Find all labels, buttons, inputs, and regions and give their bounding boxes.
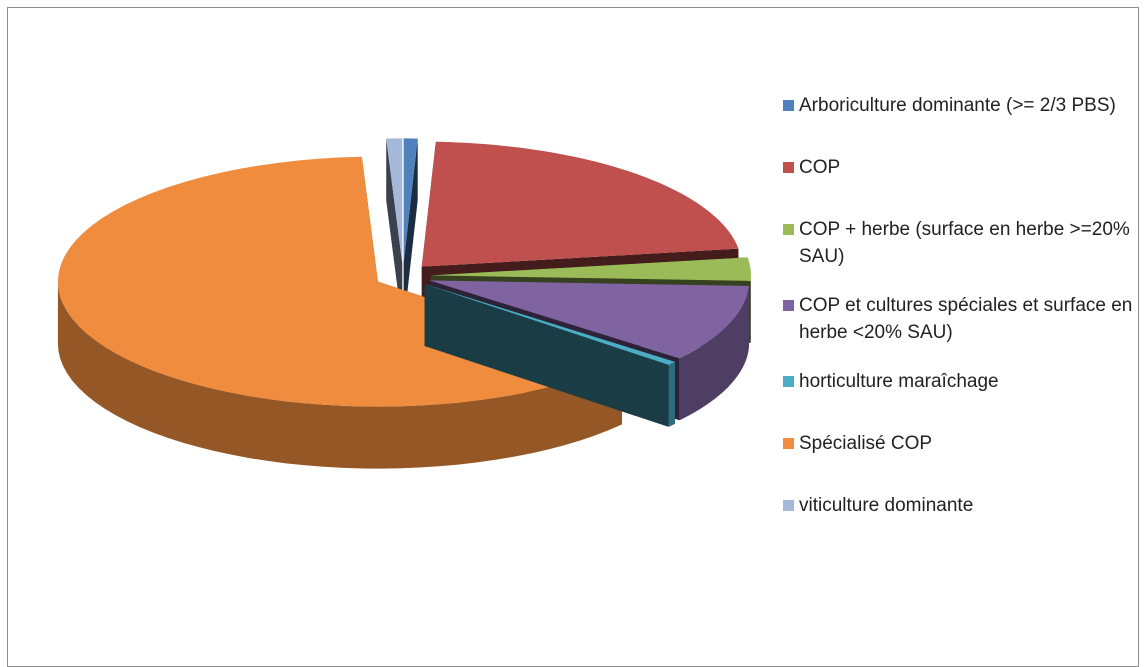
legend-swatch	[783, 224, 794, 235]
legend-item: COP et cultures spéciales et surface en …	[783, 292, 1133, 346]
legend-label: Arboriculture dominante (>= 2/3 PBS)	[799, 92, 1116, 119]
legend-label: horticulture maraîchage	[799, 368, 999, 395]
legend-swatch	[783, 100, 794, 111]
legend-item: horticulture maraîchage	[783, 368, 1133, 408]
chart-frame: Arboriculture dominante (>= 2/3 PBS) COP C…	[7, 7, 1139, 667]
legend-swatch	[783, 500, 794, 511]
legend-item: COP	[783, 154, 1133, 194]
legend-swatch	[783, 162, 794, 173]
legend-label: viticulture dominante	[799, 492, 973, 519]
legend-item: Spécialisé COP	[783, 430, 1133, 470]
legend-swatch	[783, 300, 794, 311]
slice-top	[422, 142, 739, 267]
legend-item: COP + herbe (surface en herbe >=20% SAU)	[783, 216, 1133, 270]
legend-label: COP + herbe (surface en herbe >=20% SAU)	[799, 216, 1133, 270]
legend: Arboriculture dominante (>= 2/3 PBS) COP C…	[783, 92, 1133, 554]
legend-label: COP et cultures spéciales et surface en …	[799, 292, 1133, 346]
slice-side	[669, 362, 675, 427]
legend-item: viticulture dominante	[783, 492, 1133, 532]
legend-item: Arboriculture dominante (>= 2/3 PBS)	[783, 92, 1133, 132]
legend-swatch	[783, 438, 794, 449]
legend-label: COP	[799, 154, 840, 181]
legend-label: Spécialisé COP	[799, 430, 932, 457]
legend-swatch	[783, 376, 794, 387]
